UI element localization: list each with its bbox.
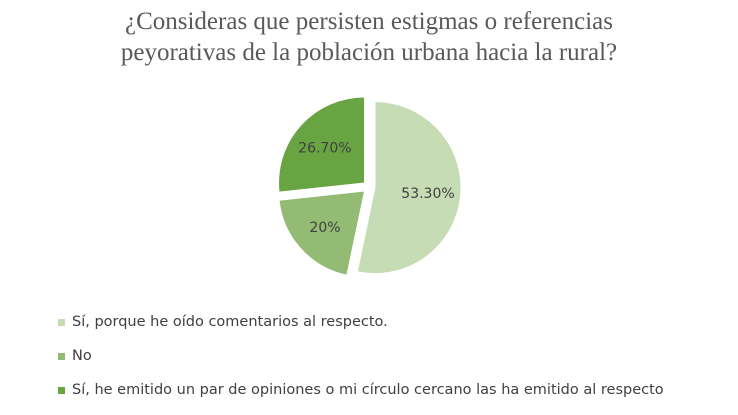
chart-title-line-1: ¿Consideras que persisten estigmas o ref… [124, 8, 614, 35]
chart-title-line-2: peyorativas de la población urbana hacia… [120, 39, 618, 66]
pie-data-label: 20% [309, 220, 340, 236]
legend-label: No [72, 348, 92, 364]
pie-data-label: 26.70% [298, 140, 351, 156]
legend-label: Sí, porque he oído comentarios al respec… [72, 314, 388, 330]
legend-label: Sí, he emitido un par de opiniones o mi … [72, 382, 664, 398]
legend-swatch [58, 387, 65, 394]
legend-item-no: No [58, 342, 738, 376]
pie-chart: 53.30% 20% 26.70% [278, 96, 462, 276]
pie-slice-si-opiniones [278, 96, 366, 193]
chart-title: ¿Consideras que persisten estigmas o ref… [0, 6, 738, 68]
legend: Sí, porque he oído comentarios al respec… [58, 308, 738, 410]
legend-swatch [58, 353, 65, 360]
pie-data-label: 53.30% [401, 186, 454, 202]
pie-slice-si-comentarios [356, 101, 462, 275]
legend-item-si-comentarios: Sí, porque he oído comentarios al respec… [58, 308, 738, 342]
legend-swatch [58, 319, 65, 326]
pie-slice-no [278, 190, 366, 276]
legend-item-si-opiniones: Sí, he emitido un par de opiniones o mi … [58, 376, 738, 410]
